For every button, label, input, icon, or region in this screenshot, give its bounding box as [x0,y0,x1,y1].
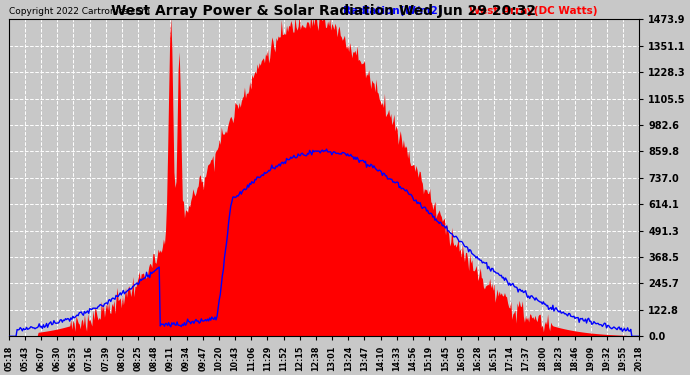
Text: Copyright 2022 Cartronics.com: Copyright 2022 Cartronics.com [9,7,150,16]
Text: Radiation(W/m2): Radiation(W/m2) [343,6,442,16]
Title: West Array Power & Solar Radiation Wed Jun 29 20:32: West Array Power & Solar Radiation Wed J… [111,4,537,18]
Text: West Array(DC Watts): West Array(DC Watts) [469,6,598,16]
